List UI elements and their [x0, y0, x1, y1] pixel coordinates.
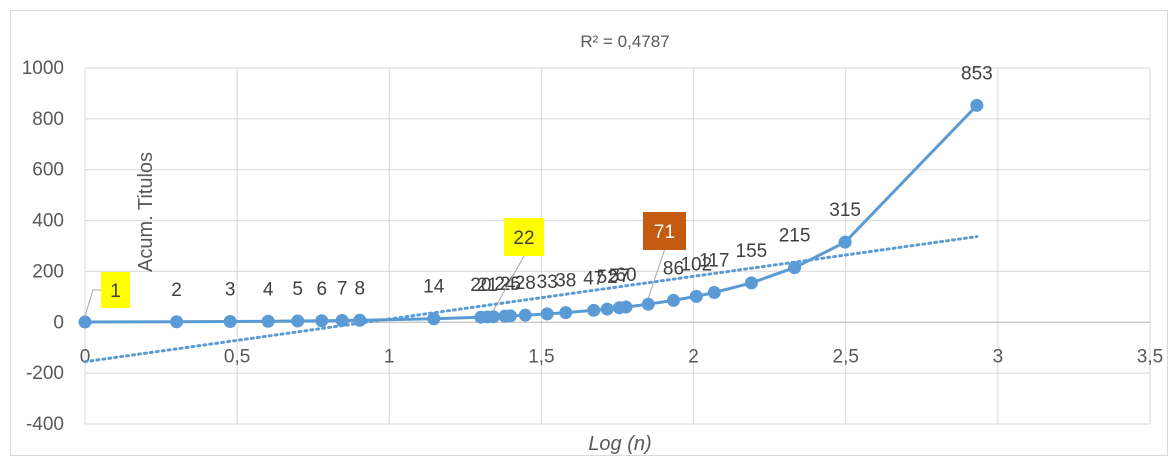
x-tick-label: 2	[688, 346, 699, 367]
data-point	[744, 276, 758, 290]
data-point	[619, 300, 633, 314]
x-axis-title: Log (n)	[588, 433, 651, 455]
y-tick-label: 400	[32, 211, 64, 232]
y-tick-label: -400	[26, 414, 64, 435]
data-label: 3	[225, 280, 236, 301]
gridlines	[84, 67, 1151, 425]
data-point	[78, 315, 92, 329]
data-point	[788, 261, 802, 275]
data-point	[587, 303, 601, 317]
x-tick-label: 3	[993, 346, 1004, 367]
x-tick-label: 1	[384, 346, 395, 367]
data-point	[335, 314, 349, 328]
data-label: 117	[699, 251, 729, 272]
callout-box	[643, 212, 686, 250]
x-tick-label: 2,5	[833, 346, 859, 367]
data-label: 315	[829, 200, 861, 221]
data-label: 20	[470, 275, 491, 296]
data-point	[486, 310, 500, 324]
data-point	[223, 315, 237, 329]
x-tick-label: 3,5	[1137, 346, 1163, 367]
data-point	[291, 314, 305, 328]
data-point	[838, 235, 852, 249]
data-label: 2	[171, 280, 182, 301]
y-tick-label: 200	[32, 261, 64, 282]
data-point	[666, 293, 680, 307]
data-label: 86	[663, 258, 684, 279]
callout-leader	[84, 289, 101, 317]
data-label: 6	[316, 279, 327, 300]
callout-leader	[492, 255, 525, 311]
data-point	[427, 312, 441, 326]
data-label: 21	[477, 275, 498, 296]
x-tick-label: 1,5	[528, 346, 554, 367]
data-point	[707, 286, 721, 300]
y-tick-label: 0	[53, 312, 64, 333]
chart-frame	[10, 10, 1168, 456]
y-tick-label: 600	[32, 160, 64, 181]
data-point	[353, 313, 367, 327]
data-label: 5	[292, 279, 303, 300]
data-label: 102	[680, 254, 712, 275]
callout-label: 22	[513, 228, 534, 249]
chart-title: R² = 0,4787	[580, 32, 669, 51]
data-label: 7	[337, 279, 348, 300]
data-point	[261, 314, 275, 328]
x-tick-label: 0,5	[224, 346, 250, 367]
data-label: 33	[537, 272, 558, 293]
data-label: 8	[354, 278, 365, 299]
data-label: 38	[555, 271, 576, 292]
y-tick-label: 1000	[22, 58, 64, 79]
callout-box	[504, 218, 544, 256]
callout-label: 71	[654, 222, 675, 243]
data-label: 52	[597, 267, 618, 288]
y-axis-title: Acum. Titulos	[135, 152, 157, 272]
data-point	[540, 307, 554, 321]
callout-label: 1	[110, 281, 121, 302]
data-point	[170, 315, 184, 329]
data-point	[600, 302, 614, 316]
data-label: 14	[423, 277, 445, 298]
data-label: 4	[263, 279, 274, 300]
y-tick-label: -200	[26, 363, 64, 384]
data-label: 28	[515, 273, 536, 294]
data-label: 853	[961, 63, 993, 84]
data-label: 215	[779, 226, 811, 247]
data-point	[689, 289, 703, 303]
trendline	[83, 235, 979, 364]
data-point	[518, 308, 532, 322]
data-point	[503, 309, 517, 323]
data-point	[315, 314, 329, 328]
callout-box	[101, 272, 130, 308]
x-tick-label: 0	[80, 346, 91, 367]
data-point	[970, 98, 984, 112]
callout-leader	[647, 249, 665, 299]
data-label: 60	[615, 265, 636, 286]
data-label: 47	[583, 268, 604, 289]
data-point	[641, 297, 655, 311]
data-label: 57	[609, 266, 630, 287]
data-point	[559, 306, 573, 320]
y-tick-label: 800	[32, 109, 64, 130]
data-label: 155	[736, 241, 768, 262]
